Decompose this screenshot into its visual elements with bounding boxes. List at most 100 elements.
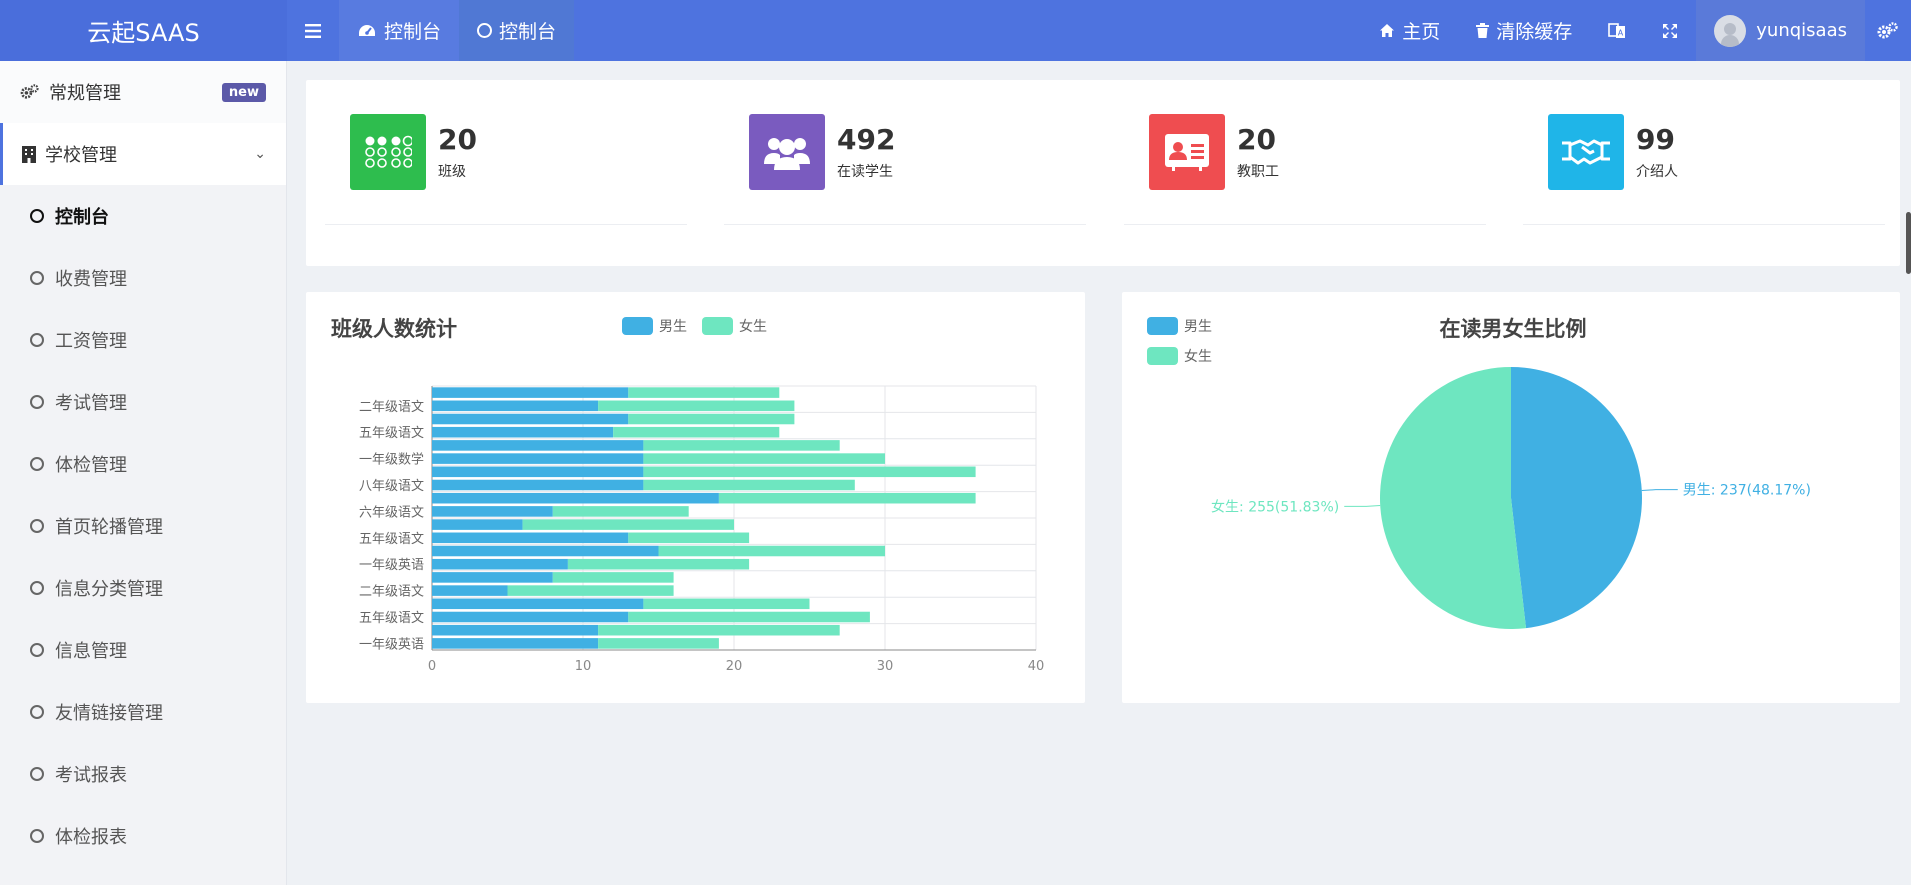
sidebar-item[interactable]: 信息分类管理 xyxy=(0,557,286,619)
bar-female[interactable] xyxy=(613,426,780,438)
bar-male[interactable] xyxy=(432,638,599,649)
bar-female[interactable] xyxy=(598,638,719,649)
stat-value: 99 xyxy=(1636,123,1675,156)
sidebar-item-label: 信息管理 xyxy=(55,641,127,662)
y-tick-label: 一年级英语 xyxy=(359,558,424,573)
pie-label-line xyxy=(1641,489,1678,491)
stat-card-students[interactable]: 492 在读学生 xyxy=(724,80,1086,225)
menu-toggle-button[interactable] xyxy=(287,0,339,61)
bar-female[interactable] xyxy=(552,506,689,517)
bar-male[interactable] xyxy=(432,532,629,544)
bar-male[interactable] xyxy=(432,453,644,464)
stat-label: 教职工 xyxy=(1237,164,1279,180)
bar-male[interactable] xyxy=(432,492,719,504)
sidebar-item[interactable]: 控制台 xyxy=(0,185,286,247)
bar-male[interactable] xyxy=(432,585,508,596)
tab-label: 控制台 xyxy=(384,21,442,43)
tab-dashboard[interactable]: 控制台 xyxy=(459,0,575,61)
sidebar-item[interactable]: 考试管理 xyxy=(0,371,286,433)
bar-male[interactable] xyxy=(432,400,599,412)
bar-female[interactable] xyxy=(507,585,674,596)
bar-female[interactable] xyxy=(598,400,795,412)
bar-male[interactable] xyxy=(432,558,568,570)
class-stats-panel: 班级人数统计 男生 女生 一年级英语 五年级语文 二年级语文 一年级英语 五年级语文 六年… xyxy=(306,292,1085,703)
translate-button[interactable]: A xyxy=(1590,0,1644,61)
bar-female[interactable] xyxy=(522,519,734,530)
circle-icon xyxy=(30,333,44,347)
bar-male[interactable] xyxy=(432,624,599,636)
app-logo[interactable]: 云起SAAS xyxy=(0,0,287,61)
home-link[interactable]: 主页 xyxy=(1361,0,1458,61)
bar-female[interactable] xyxy=(643,440,840,451)
pie-slice-female[interactable] xyxy=(1380,367,1527,629)
sidebar-item[interactable]: 首页轮播管理 xyxy=(0,495,286,557)
sidebar-item[interactable]: 体检管理 xyxy=(0,433,286,495)
trash-icon xyxy=(1476,23,1490,38)
bar-female[interactable] xyxy=(598,624,840,636)
bar-female[interactable] xyxy=(643,466,976,478)
bar-male[interactable] xyxy=(432,598,644,610)
sidebar-item[interactable]: 信息管理 xyxy=(0,619,286,681)
pie-slice-male[interactable] xyxy=(1511,367,1643,629)
bar-female[interactable] xyxy=(643,453,885,464)
fullscreen-button[interactable] xyxy=(1644,0,1696,61)
stat-card-referrers[interactable]: 99 介绍人 xyxy=(1523,80,1885,225)
sidebar-item[interactable]: 收费管理 xyxy=(0,247,286,309)
sidebar-item[interactable]: 友情链接管理 xyxy=(0,681,286,743)
stat-card-classes[interactable]: 20 班级 xyxy=(325,80,687,225)
legend-item-male[interactable]: 男生 xyxy=(622,316,687,336)
stat-card-staff[interactable]: 20 教职工 xyxy=(1124,80,1486,225)
bar-female[interactable] xyxy=(628,611,870,623)
bar-female[interactable] xyxy=(643,479,855,491)
sidebar-item[interactable]: 体检报表 xyxy=(0,805,286,867)
bar-female[interactable] xyxy=(567,558,750,570)
handshake-icon xyxy=(1548,114,1624,190)
x-tick-label: 0 xyxy=(428,659,436,674)
avatar xyxy=(1714,14,1747,47)
bar-male[interactable] xyxy=(432,479,644,491)
circle-icon xyxy=(30,209,44,223)
legend-item-male[interactable]: 男生 xyxy=(1147,316,1212,336)
pie-chart: 男生: 237(48.17%) 女生: 255(51.83%) xyxy=(1211,367,1811,629)
bar-male[interactable] xyxy=(432,545,659,557)
bar-male[interactable] xyxy=(432,387,629,398)
circle-icon xyxy=(30,395,44,409)
legend-swatch xyxy=(622,317,653,335)
bar-male[interactable] xyxy=(432,572,553,583)
bar-male[interactable] xyxy=(432,426,614,438)
sidebar-item[interactable]: 工资管理 xyxy=(0,309,286,371)
circle-icon xyxy=(30,829,44,843)
legend-item-female[interactable]: 女生 xyxy=(702,316,767,336)
bar-female[interactable] xyxy=(718,492,976,504)
menu-icon xyxy=(305,23,321,38)
bar-female[interactable] xyxy=(658,545,886,557)
sidebar-item-label: 工资管理 xyxy=(55,331,127,352)
home-icon xyxy=(1380,24,1395,37)
bar-female[interactable] xyxy=(628,387,780,398)
user-menu[interactable]: yunqisaas xyxy=(1696,0,1865,61)
legend-item-female[interactable]: 女生 xyxy=(1147,346,1212,366)
legend-label: 女生 xyxy=(739,319,767,335)
bar-female[interactable] xyxy=(628,532,750,544)
sidebar-group-school[interactable]: 学校管理 ⌄ xyxy=(0,123,286,185)
bar-male[interactable] xyxy=(432,506,553,517)
bar-male[interactable] xyxy=(432,519,523,530)
bar-male[interactable] xyxy=(432,440,644,451)
bar-female[interactable] xyxy=(628,413,795,425)
bar-female[interactable] xyxy=(552,572,674,583)
fullscreen-icon xyxy=(1663,23,1678,38)
sidebar-group-label: 常规管理 xyxy=(49,83,121,104)
clear-cache-button[interactable]: 清除缓存 xyxy=(1458,0,1590,61)
legend-swatch xyxy=(702,317,733,335)
sidebar-item[interactable]: 考试报表 xyxy=(0,743,286,805)
settings-button[interactable] xyxy=(1865,0,1911,61)
sidebar-group-general[interactable]: 常规管理 new xyxy=(0,61,286,123)
scrollbar-handle[interactable] xyxy=(1906,212,1911,274)
tab-dashboard-home[interactable]: 控制台 xyxy=(339,0,460,61)
y-tick-label: 二年级语文 xyxy=(359,400,424,415)
bar-male[interactable] xyxy=(432,611,629,623)
bar-male[interactable] xyxy=(432,413,629,425)
bar-female[interactable] xyxy=(643,598,810,610)
id-card-icon xyxy=(1149,114,1225,190)
bar-male[interactable] xyxy=(432,466,644,478)
